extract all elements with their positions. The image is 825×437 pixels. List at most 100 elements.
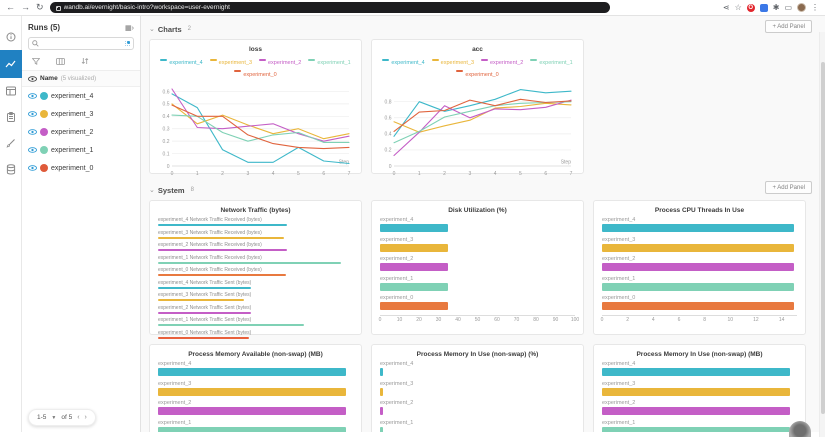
extension-blue-icon[interactable] (759, 3, 768, 12)
legend-item[interactable]: experiment_4 (160, 56, 203, 68)
panel-memory-available[interactable]: Process Memory Available (non-swap) (MB)… (149, 344, 362, 432)
run-row[interactable]: experiment_0 (22, 159, 140, 177)
back-icon[interactable]: ← (6, 2, 15, 12)
svg-text:6: 6 (322, 171, 325, 177)
system-section-label[interactable]: System (157, 185, 185, 195)
columns-icon[interactable] (56, 57, 65, 65)
charts-section-label[interactable]: Charts (157, 24, 182, 34)
expand-table-icon[interactable]: ▦› (125, 24, 134, 32)
bar-row: experiment_4 (380, 361, 575, 376)
scrollbar-thumb[interactable] (821, 62, 825, 414)
extensions-puzzle-icon[interactable]: ✱ (772, 2, 780, 12)
run-name[interactable]: experiment_4 (51, 92, 94, 100)
visibility-eye-icon[interactable] (28, 111, 37, 117)
collapse-chevron-icon[interactable]: ⌄ (149, 26, 155, 33)
run-name[interactable]: experiment_1 (51, 146, 94, 154)
sort-icon[interactable] (81, 57, 89, 65)
address-bar[interactable]: wandb.ai/evernight/basic-intro?workspace… (49, 2, 610, 13)
lock-icon (55, 5, 61, 11)
panel-disk-utilization[interactable]: Disk Utilization (%) experiment_4 experime… (371, 200, 584, 335)
series-line (171, 88, 350, 142)
legend-swatch-icon (160, 58, 168, 61)
bar-row: experiment_1 (602, 419, 797, 432)
run-row[interactable]: experiment_4 (22, 87, 140, 105)
legend-item[interactable]: experiment_1 (530, 56, 573, 68)
legend-item[interactable]: experiment_1 (308, 56, 351, 68)
bar-label: experiment_1 (602, 275, 636, 282)
next-page-icon[interactable]: › (84, 414, 87, 421)
regex-search-icon[interactable] (125, 41, 130, 46)
search-input[interactable] (41, 40, 123, 47)
workspace-charts-icon[interactable] (0, 50, 22, 78)
legend-item[interactable]: experiment_2 (481, 56, 523, 68)
legend-item[interactable]: experiment_2 (259, 56, 301, 68)
svg-text:0.2: 0.2 (163, 139, 170, 145)
forward-icon[interactable]: → (21, 2, 30, 12)
legend-item[interactable]: experiment_0 (456, 68, 499, 80)
logs-clipboard-icon[interactable] (0, 104, 22, 130)
run-row[interactable]: experiment_2 (22, 123, 140, 141)
kebab-menu-icon[interactable]: ⋮ (811, 2, 819, 12)
panel-cpu-threads[interactable]: Process CPU Threads In Use experiment_4 ex… (593, 200, 806, 335)
svg-text:0.4: 0.4 (385, 132, 392, 138)
share-icon[interactable]: ⋖ (722, 2, 730, 12)
chart-legend: experiment_4 experiment_3 experiment_2 expe… (156, 56, 355, 79)
sweeps-brush-icon[interactable] (0, 130, 22, 156)
bar-label: experiment_2 (380, 400, 414, 406)
legend-item[interactable]: experiment_4 (382, 56, 425, 68)
bar-row: experiment_2 (158, 400, 353, 415)
metric-bar (158, 249, 287, 251)
name-header-count: (5 visualized) (60, 75, 97, 82)
run-row[interactable]: experiment_3 (22, 105, 140, 123)
run-row[interactable]: experiment_1 (22, 141, 140, 159)
bar-label: experiment_1 (602, 419, 636, 426)
svg-text:5: 5 (519, 171, 522, 177)
panel-memory-in-use-mb[interactable]: Process Memory In Use (non-swap) (MB) exp… (593, 344, 806, 432)
window-icon[interactable]: ▭ (784, 2, 792, 12)
visibility-eye-icon[interactable] (28, 129, 37, 135)
visibility-eye-icon[interactable] (28, 165, 37, 171)
artifacts-database-icon[interactable] (0, 156, 22, 182)
metric-bar (158, 236, 284, 239)
legend-item[interactable]: experiment_3 (431, 56, 474, 68)
legend-swatch-icon (481, 58, 488, 61)
panel-title: Process Memory In Use (non-swap) (%) (416, 351, 539, 358)
collapse-chevron-icon[interactable]: ⌄ (149, 187, 155, 194)
run-search[interactable] (28, 37, 134, 50)
scrollbar[interactable] (819, 32, 825, 437)
profile-avatar[interactable] (797, 3, 806, 12)
prev-page-icon[interactable]: ‹ (77, 414, 80, 421)
legend-item[interactable]: experiment_3 (209, 56, 252, 68)
panel-network-traffic[interactable]: Network Traffic (bytes) experiment_4 Netw… (149, 200, 362, 339)
panel-acc[interactable]: acc experiment_4 experiment_3 experiment_2 e… (371, 39, 584, 177)
table-view-icon[interactable] (0, 78, 22, 104)
visibility-eye-icon[interactable] (28, 147, 37, 153)
run-name[interactable]: experiment_3 (51, 110, 94, 118)
info-icon[interactable] (0, 24, 22, 50)
visibility-all-icon[interactable] (28, 75, 37, 82)
panel-loss[interactable]: loss experiment_4 experiment_3 experiment_2… (149, 39, 362, 177)
runs-sidebar: Runs (5) ▦› Name (5 visualized) experime… (22, 16, 141, 432)
add-panel-button[interactable]: + Add Panel (765, 20, 812, 33)
run-color-dot (40, 92, 48, 100)
page-range[interactable]: 1-5 (37, 414, 47, 421)
x-axis: 0 2 4 6 8 10 12 14 (601, 314, 797, 325)
bar-label: experiment_4 (602, 361, 636, 367)
page-size-caret-icon[interactable]: ▼ (51, 414, 57, 421)
run-name[interactable]: experiment_0 (51, 164, 94, 172)
legend-item[interactable]: experiment_0 (234, 68, 277, 80)
visibility-eye-icon[interactable] (28, 93, 37, 99)
help-beacon[interactable] (789, 421, 811, 437)
panel-memory-in-use-pct[interactable]: Process Memory In Use (non-swap) (%) expe… (371, 344, 584, 432)
bar (380, 302, 449, 310)
run-name[interactable]: experiment_2 (51, 128, 94, 136)
bar-label: experiment_2 (602, 400, 636, 406)
extension-red-icon[interactable]: O (746, 3, 755, 12)
svg-text:0.1: 0.1 (163, 151, 170, 157)
add-panel-button[interactable]: + Add Panel (765, 181, 812, 194)
svg-text:4: 4 (494, 171, 497, 177)
filter-funnel-icon[interactable] (32, 57, 40, 65)
bar (602, 263, 795, 271)
refresh-icon[interactable]: ↻ (36, 2, 44, 12)
bookmark-star-icon[interactable]: ☆ (734, 2, 742, 12)
